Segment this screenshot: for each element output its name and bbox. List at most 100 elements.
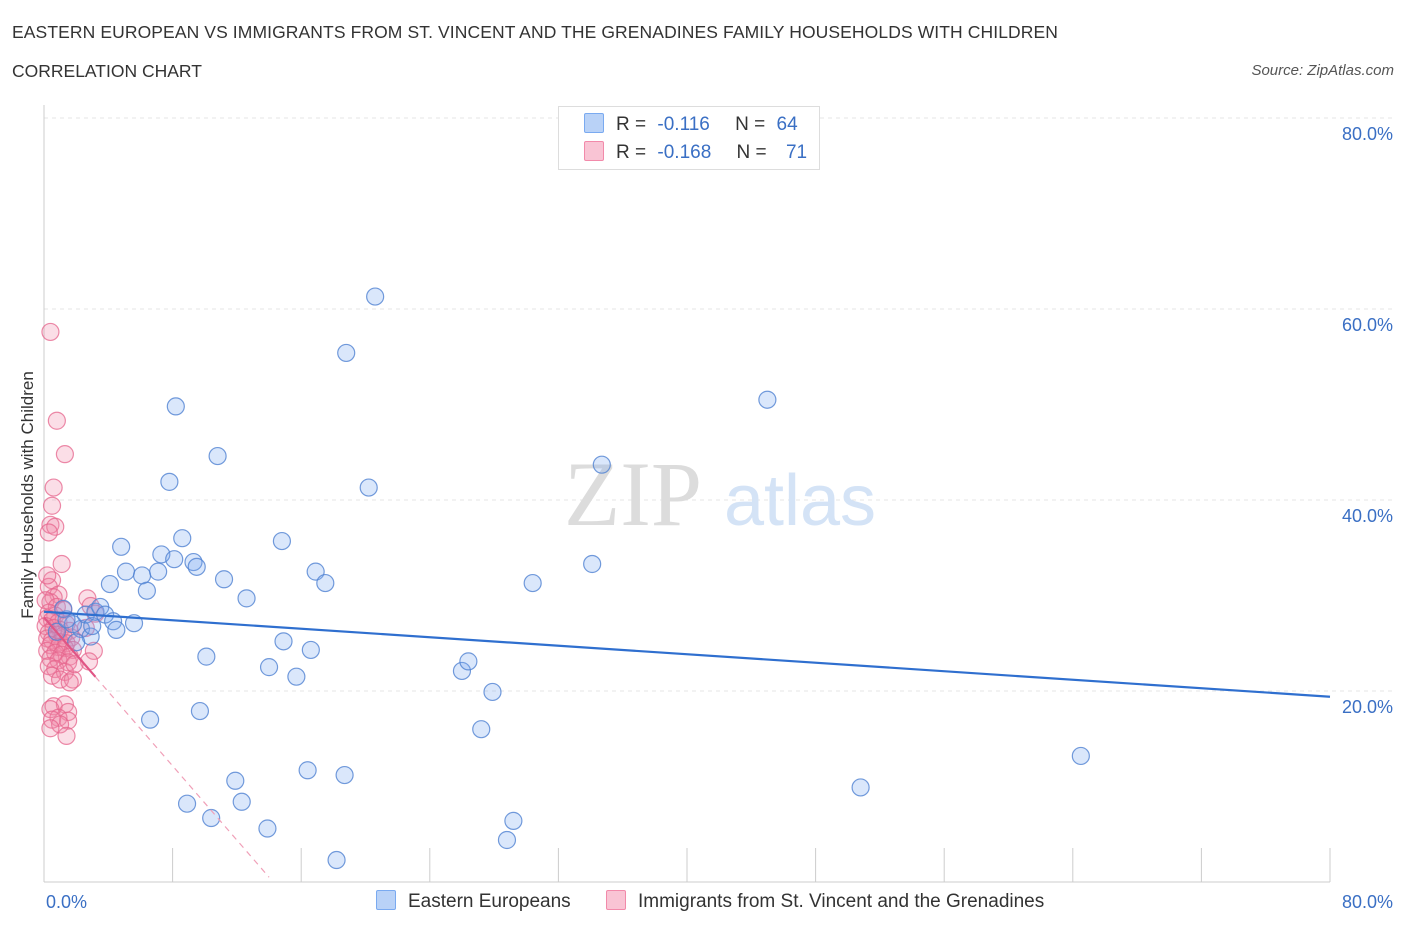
bottom-legend-swatch-pink bbox=[606, 890, 626, 910]
blue-point-29 bbox=[316, 573, 335, 593]
pink-point-2 bbox=[55, 445, 74, 464]
legend-r-value-pink: -0.168 bbox=[657, 142, 712, 163]
chart-title: EASTERN EUROPEAN VS IMMIGRANTS FROM ST. … bbox=[12, 22, 1059, 42]
watermark: ZIP atlas bbox=[564, 443, 876, 545]
blue-point-38 bbox=[190, 701, 210, 721]
blue-point-19 bbox=[173, 529, 192, 548]
pink-point-61 bbox=[50, 715, 70, 734]
legend-n-value-pink: 71 bbox=[785, 142, 808, 163]
trend-line-pink-solid bbox=[43, 616, 97, 678]
blue-point-41 bbox=[202, 808, 221, 828]
legend-swatch-pink bbox=[584, 141, 604, 161]
blue-point-52 bbox=[459, 652, 478, 671]
chart-subtitle: CORRELATION CHART bbox=[12, 61, 202, 81]
blue-point-32 bbox=[359, 478, 378, 497]
blue-point-47 bbox=[327, 850, 346, 870]
blue-point-22 bbox=[214, 570, 234, 589]
blue-point-11 bbox=[112, 537, 131, 556]
blue-point-51 bbox=[452, 661, 472, 681]
pink-point-7 bbox=[39, 523, 58, 542]
x-tick-label-min: 0.0% bbox=[46, 892, 87, 912]
blue-point-4 bbox=[83, 616, 102, 636]
blue-point-45 bbox=[298, 761, 317, 780]
axes bbox=[43, 105, 1331, 883]
blue-point-33 bbox=[259, 658, 279, 677]
blue-point-21 bbox=[187, 557, 206, 576]
x-tick-label-max: 80.0% bbox=[1342, 892, 1393, 912]
blue-point-34 bbox=[287, 667, 306, 686]
bottom-legend-blue: Eastern Europeans bbox=[376, 890, 571, 913]
pink-point-63 bbox=[57, 726, 76, 745]
legend-n-label: N = bbox=[736, 142, 767, 163]
y-axis-label: Family Households with Children bbox=[18, 371, 37, 619]
blue-point-48 bbox=[523, 573, 542, 593]
stats-legend: R = -0.116 N = 64 R = -0.168 N = 71 bbox=[558, 106, 820, 170]
pink-point-11 bbox=[38, 566, 57, 585]
bottom-legend-swatch-blue bbox=[376, 890, 396, 910]
legend-r-value-blue: -0.116 bbox=[657, 114, 710, 135]
bottom-legend-label-pink: Immigrants from St. Vincent and the Gren… bbox=[638, 891, 1045, 912]
y-tick-label-40: 40.0% bbox=[1342, 506, 1393, 526]
blue-point-55 bbox=[504, 811, 523, 830]
blue-point-14 bbox=[132, 566, 152, 585]
blue-point-18 bbox=[165, 550, 184, 569]
blue-point-56 bbox=[497, 830, 517, 850]
bottom-legend-pink: Immigrants from St. Vincent and the Gren… bbox=[606, 890, 1044, 913]
blue-point-57 bbox=[758, 390, 777, 409]
source-label: Source: ZipAtlas.com bbox=[1251, 62, 1394, 79]
y-tick-label-60: 60.0% bbox=[1342, 315, 1393, 335]
blue-point-15 bbox=[137, 581, 156, 600]
blue-point-10 bbox=[100, 574, 120, 594]
pink-point-68 bbox=[84, 641, 103, 660]
y-tick-label-20: 20.0% bbox=[1342, 697, 1393, 717]
blue-point-9 bbox=[107, 620, 126, 639]
pink-point-52 bbox=[63, 670, 83, 689]
pink-point-8 bbox=[52, 554, 71, 574]
blue-point-35 bbox=[274, 632, 293, 651]
blue-point-23 bbox=[237, 589, 256, 608]
legend-r-label: R = bbox=[616, 114, 647, 135]
blue-point-46 bbox=[335, 765, 354, 785]
legend-row-blue: R = -0.116 N = 64 bbox=[584, 113, 798, 137]
watermark-zip: ZIP bbox=[564, 443, 702, 545]
series-blue-points bbox=[47, 287, 1090, 870]
blue-point-40 bbox=[177, 794, 197, 813]
pink-point-1 bbox=[47, 411, 66, 430]
pink-point-62 bbox=[41, 719, 60, 738]
blue-point-53 bbox=[483, 682, 502, 702]
blue-point-59 bbox=[1071, 746, 1090, 766]
legend-n-label: N = bbox=[735, 114, 766, 135]
legend-n-value-blue: 64 bbox=[776, 114, 798, 135]
blue-point-63 bbox=[54, 599, 73, 618]
blue-point-62 bbox=[67, 633, 86, 652]
blue-point-27 bbox=[272, 531, 292, 551]
tick-labels: 20.0% 40.0% 60.0% 80.0% 0.0% 80.0% bbox=[46, 124, 1393, 912]
blue-point-25 bbox=[166, 397, 185, 416]
pink-point-53 bbox=[60, 673, 79, 692]
blue-point-12 bbox=[116, 562, 136, 581]
blue-point-43 bbox=[232, 792, 251, 811]
pink-point-4 bbox=[42, 496, 62, 515]
blue-point-58 bbox=[851, 778, 870, 797]
bottom-legend-label-blue: Eastern Europeans bbox=[408, 891, 571, 912]
pink-point-3 bbox=[44, 478, 63, 497]
blue-point-50 bbox=[592, 455, 611, 474]
pink-point-70 bbox=[65, 655, 84, 674]
y-tick-label-80: 80.0% bbox=[1342, 124, 1393, 144]
blue-point-36 bbox=[301, 640, 320, 660]
pink-point-10 bbox=[39, 577, 58, 597]
blue-point-49 bbox=[583, 554, 602, 574]
blue-point-24 bbox=[160, 472, 179, 491]
pink-point-0 bbox=[41, 322, 60, 342]
blue-point-61 bbox=[57, 610, 76, 629]
watermark-atlas: atlas bbox=[724, 461, 876, 541]
legend-swatch-blue bbox=[584, 113, 604, 133]
blue-point-26 bbox=[208, 446, 227, 466]
trend-line-pink-dashed bbox=[94, 676, 270, 878]
blue-point-30 bbox=[366, 287, 385, 306]
blue-point-16 bbox=[149, 562, 168, 581]
legend-row-pink: R = -0.168 N = 71 bbox=[584, 141, 807, 165]
trend-line-blue bbox=[43, 610, 1331, 698]
blue-point-54 bbox=[472, 720, 491, 739]
